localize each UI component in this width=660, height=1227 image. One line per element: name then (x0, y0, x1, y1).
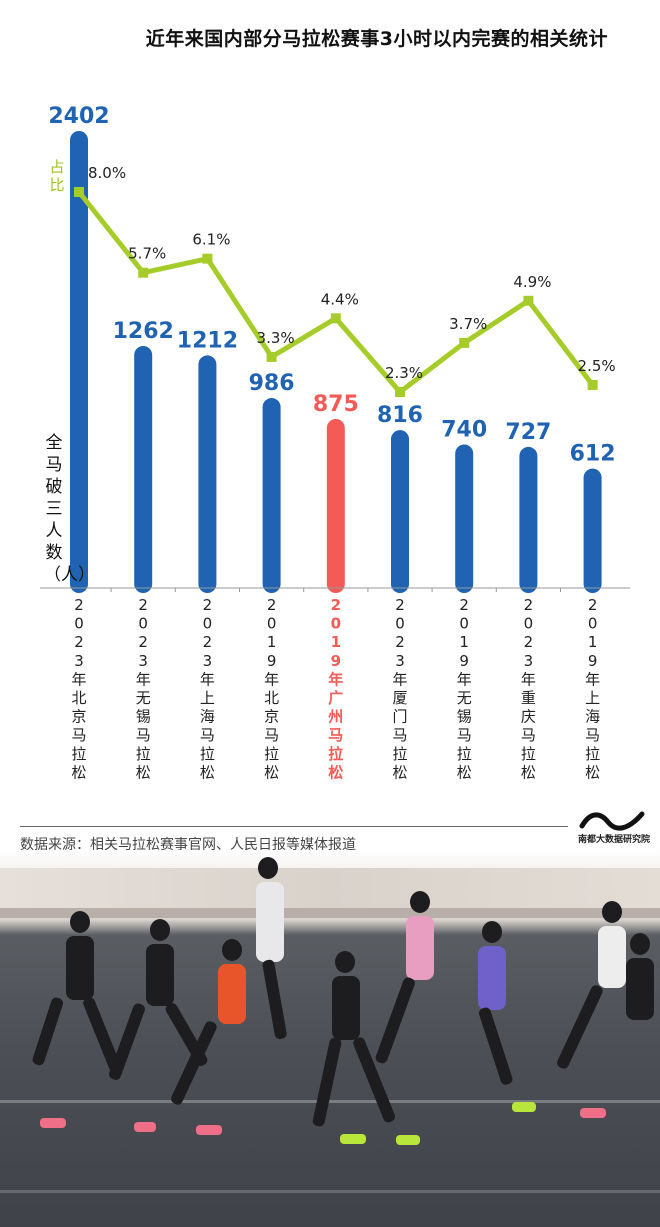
chart-canvas: 2402 1262 1212 986 875 816 740 727 612 8.0% 5.7% 6… (40, 104, 630, 781)
chart-title: 近年来国内部分马拉松赛事3小时以内完赛的相关统计 (145, 28, 608, 50)
ratio-label-1: 5.7% (128, 245, 166, 263)
bar-value-label-1: 1262 (113, 319, 174, 344)
ratio-label-5: 2.3% (385, 364, 423, 382)
ratio-label-2: 6.1% (192, 231, 230, 249)
ratio-label-0: 8.0% (88, 164, 126, 182)
count-legend: 全马破三人数（人） (44, 433, 95, 585)
ratio-point-1 (138, 267, 149, 278)
category-label-8: 2 0 1 9 年上海马拉松 (585, 596, 600, 781)
ratio-point-2 (202, 253, 213, 264)
lane-marking (0, 1100, 660, 1103)
bar-value-label-5: 816 (377, 403, 423, 428)
ratio-point-4 (330, 313, 341, 324)
ratio-label-6: 3.7% (449, 315, 487, 333)
bar-value-label-4: 875 (313, 392, 359, 417)
category-label-5: 2 0 2 3 年厦门马拉松 (392, 596, 407, 781)
category-label-3: 2 0 1 9 年北京马拉松 (264, 596, 279, 781)
category-label-1: 2 0 2 3 年无锡马拉松 (136, 596, 151, 781)
ratio-line-group: 8.0% 5.7% 6.1% 3.3% 4.4% 2.3% 3.7% 4.9% 2.5% (74, 164, 616, 397)
runners-illustration (32, 857, 654, 1145)
ratio-point-0 (74, 187, 84, 197)
category-label-6: 2 0 1 9 年无锡马拉松 (457, 596, 472, 781)
bar-1 (134, 345, 153, 593)
bar-value-label-8: 612 (570, 442, 616, 467)
logo-text: 南都大数据研究院 (578, 835, 651, 845)
bar-8 (583, 468, 602, 593)
bar-value-label-0: 2402 (48, 104, 109, 129)
bar-value-label-7: 727 (505, 420, 551, 445)
bar-2 (198, 355, 217, 593)
ratio-label-7: 4.9% (513, 273, 551, 291)
source-text: 数据来源：相关马拉松赛事官网、人民日报等媒体报道 (20, 837, 356, 853)
bar-value-label-3: 986 (249, 371, 295, 396)
ratio-point-8 (587, 379, 598, 390)
ratio-point-5 (395, 387, 405, 397)
category-label-7: 2 0 2 3 年重庆马拉松 (521, 596, 536, 781)
bar-value-label-6: 740 (441, 417, 487, 442)
category-label-4: 2 0 1 9 年广州马拉松 (327, 596, 343, 781)
logo-icon (579, 811, 645, 831)
bar-0 (70, 131, 88, 593)
bar-6 (455, 444, 474, 593)
ratio-label-8: 2.5% (578, 357, 616, 375)
ratio-label-4: 4.4% (321, 290, 359, 308)
ratio-label-3: 3.3% (257, 329, 295, 347)
ratio-point-3 (266, 351, 277, 362)
divider (20, 826, 568, 827)
bars-group (70, 131, 602, 593)
photo-fence (0, 908, 660, 918)
bar-3 (262, 398, 281, 593)
bar-4 (326, 418, 345, 593)
bar-7 (519, 446, 538, 593)
bar-value-label-2: 1212 (177, 328, 238, 353)
ratio-point-7 (523, 295, 534, 306)
category-label-0: 2 0 2 3 年北京马拉松 (71, 596, 86, 781)
ratio-legend: 占比 (49, 158, 65, 194)
lane-marking (0, 1190, 660, 1193)
runners-photo (0, 850, 660, 1227)
category-labels-group: 2 0 2 3 年北京马拉松 2 0 2 3 年无锡马拉松 2 0 2 3 年上海马拉松 2 0 1 9 年北京马拉松… (40, 587, 630, 781)
category-label-2: 2 0 2 3 年上海马拉松 (200, 596, 215, 781)
bar-5 (391, 430, 409, 593)
ratio-point-6 (459, 337, 470, 348)
bar-labels-group: 2402 1262 1212 986 875 816 740 727 612 (48, 104, 615, 467)
